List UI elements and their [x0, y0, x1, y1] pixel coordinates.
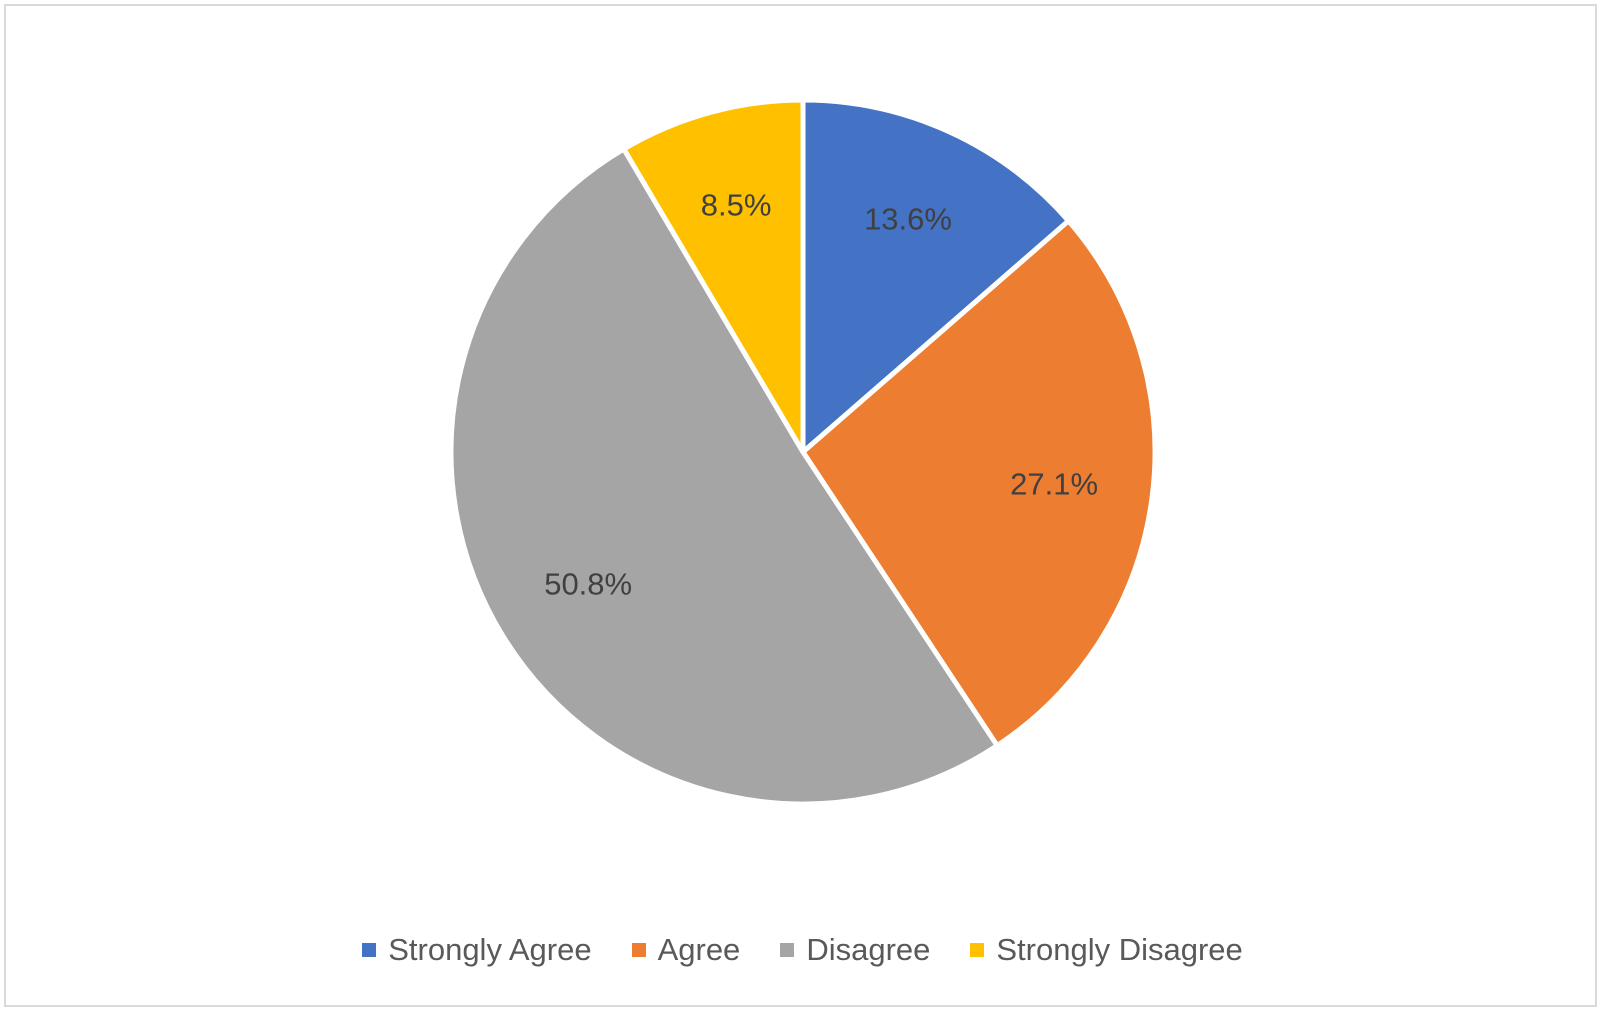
legend-swatch-agree [631, 943, 646, 957]
pie-slice-agree [800, 218, 1158, 749]
data-label-disagree: 50.8% [544, 567, 632, 602]
legend-item-agree: Agree [631, 932, 741, 968]
legend-item-strongly-agree: Strongly Agree [362, 932, 592, 968]
legend-item-disagree: Disagree [780, 932, 930, 968]
pie-slice-strongly-agree [800, 97, 1071, 455]
legend-swatch-strongly-disagree [970, 943, 985, 957]
pie-slices [448, 97, 1158, 807]
pie-slice-strongly-disagree [621, 97, 806, 455]
legend-label-strongly-agree: Strongly Agree [388, 932, 592, 967]
legend-swatch-disagree [780, 943, 795, 957]
data-label-agree: 27.1% [1010, 466, 1098, 501]
chart-legend: Strongly Agree Agree Disagree Strongly Disa… [0, 928, 1605, 972]
data-label-strongly-disagree: 8.5% [701, 188, 772, 223]
legend-swatch-strongly-agree [362, 943, 377, 957]
pie-slice-disagree [448, 146, 1000, 807]
legend-label-agree: Agree [657, 932, 741, 967]
legend-item-strongly-disagree: Strongly Disagree [970, 932, 1243, 968]
pie-data-labels: 13.6% 27.1% 50.8% 8.5% [544, 188, 1098, 602]
legend-label-strongly-disagree: Strongly Disagree [996, 932, 1243, 967]
data-label-strongly-agree: 13.6% [864, 202, 952, 237]
legend-label-disagree: Disagree [806, 932, 931, 967]
